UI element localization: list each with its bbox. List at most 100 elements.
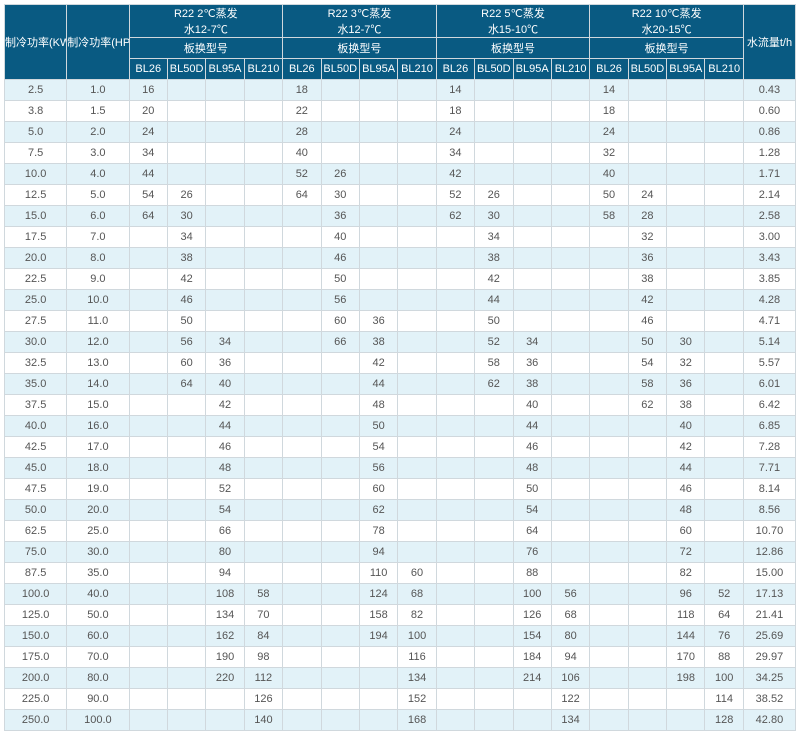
cell-value [283, 332, 321, 353]
cell-value [705, 248, 743, 269]
cell-value [705, 353, 743, 374]
cell-value [206, 143, 244, 164]
cell-value [129, 710, 167, 731]
cell-value [705, 542, 743, 563]
cell-value: 24 [129, 122, 167, 143]
cell-value: 32 [628, 227, 666, 248]
cell-value [436, 395, 474, 416]
cell-value: 96 [667, 584, 705, 605]
cell-value [667, 101, 705, 122]
cell-value: 128 [705, 710, 743, 731]
cell-hp: 18.0 [67, 458, 129, 479]
cell-flow: 3.43 [743, 248, 795, 269]
cell-value: 18 [283, 80, 321, 101]
cell-value: 58 [475, 353, 513, 374]
cell-value [359, 248, 397, 269]
cell-value [283, 206, 321, 227]
table-row: 10.04.044522642401.71 [5, 164, 796, 185]
cell-value: 108 [206, 584, 244, 605]
cell-value [667, 227, 705, 248]
cell-value: 48 [667, 500, 705, 521]
cell-value: 50 [513, 479, 551, 500]
cell-flow: 2.14 [743, 185, 795, 206]
cell-flow: 15.00 [743, 563, 795, 584]
cell-value [283, 563, 321, 584]
cell-value [436, 353, 474, 374]
spec-table: 制冷功率(KW) 制冷功率(HP) R22 2℃蒸发水12-7℃ R22 3℃蒸… [4, 4, 796, 731]
cell-value [167, 626, 205, 647]
cell-value [667, 206, 705, 227]
cell-value: 30 [167, 206, 205, 227]
cell-value [129, 290, 167, 311]
cell-value [359, 101, 397, 122]
cell-value [667, 248, 705, 269]
cell-value [475, 416, 513, 437]
cell-value [129, 332, 167, 353]
cell-value [705, 563, 743, 584]
cell-hp: 90.0 [67, 689, 129, 710]
table-row: 2.51.0161814140.43 [5, 80, 796, 101]
cell-value [244, 185, 282, 206]
cell-value: 28 [628, 206, 666, 227]
cell-value: 58 [244, 584, 282, 605]
cell-value [436, 710, 474, 731]
cell-value [398, 185, 436, 206]
cell-value [590, 605, 628, 626]
cell-value [551, 395, 589, 416]
cell-value [129, 353, 167, 374]
cell-value: 34 [167, 227, 205, 248]
cell-value: 42 [436, 164, 474, 185]
cell-value [436, 332, 474, 353]
cell-value: 18 [436, 101, 474, 122]
cell-value [705, 437, 743, 458]
table-row: 40.016.0445044406.85 [5, 416, 796, 437]
cell-value [398, 227, 436, 248]
model-label-3: 板换型号 [590, 38, 744, 59]
cell-value: 56 [551, 584, 589, 605]
cell-value: 50 [475, 311, 513, 332]
cell-value [475, 500, 513, 521]
cell-value: 194 [359, 626, 397, 647]
cell-value [551, 269, 589, 290]
cell-value [321, 605, 359, 626]
group-3: R22 10℃蒸发水20-15℃ [590, 5, 744, 38]
cell-value: 26 [167, 185, 205, 206]
cell-kw: 2.5 [5, 80, 67, 101]
cell-value: 62 [436, 206, 474, 227]
cell-value: 40 [283, 143, 321, 164]
cell-value [398, 416, 436, 437]
cell-value [705, 479, 743, 500]
cell-value [167, 395, 205, 416]
cell-value [244, 290, 282, 311]
cell-value [513, 101, 551, 122]
cell-value: 126 [244, 689, 282, 710]
cell-value [398, 311, 436, 332]
model-label-2: 板换型号 [436, 38, 590, 59]
cell-hp: 50.0 [67, 605, 129, 626]
cell-flow: 8.56 [743, 500, 795, 521]
cell-value [129, 668, 167, 689]
cell-value [628, 584, 666, 605]
cell-value [283, 437, 321, 458]
cell-value [321, 668, 359, 689]
cell-value [283, 311, 321, 332]
cell-value [244, 542, 282, 563]
cell-value [705, 416, 743, 437]
cell-value: 68 [551, 605, 589, 626]
cell-value [551, 458, 589, 479]
cell-value: 50 [167, 311, 205, 332]
cell-value [167, 521, 205, 542]
cell-value: 56 [321, 290, 359, 311]
cell-hp: 17.0 [67, 437, 129, 458]
cell-hp: 12.0 [67, 332, 129, 353]
cell-value: 36 [321, 206, 359, 227]
cell-value: 38 [167, 248, 205, 269]
cell-value [705, 206, 743, 227]
cell-value: 116 [398, 647, 436, 668]
cell-value [283, 542, 321, 563]
cell-value [628, 416, 666, 437]
cell-kw: 25.0 [5, 290, 67, 311]
cell-value [321, 626, 359, 647]
cell-kw: 32.5 [5, 353, 67, 374]
cell-value [283, 248, 321, 269]
